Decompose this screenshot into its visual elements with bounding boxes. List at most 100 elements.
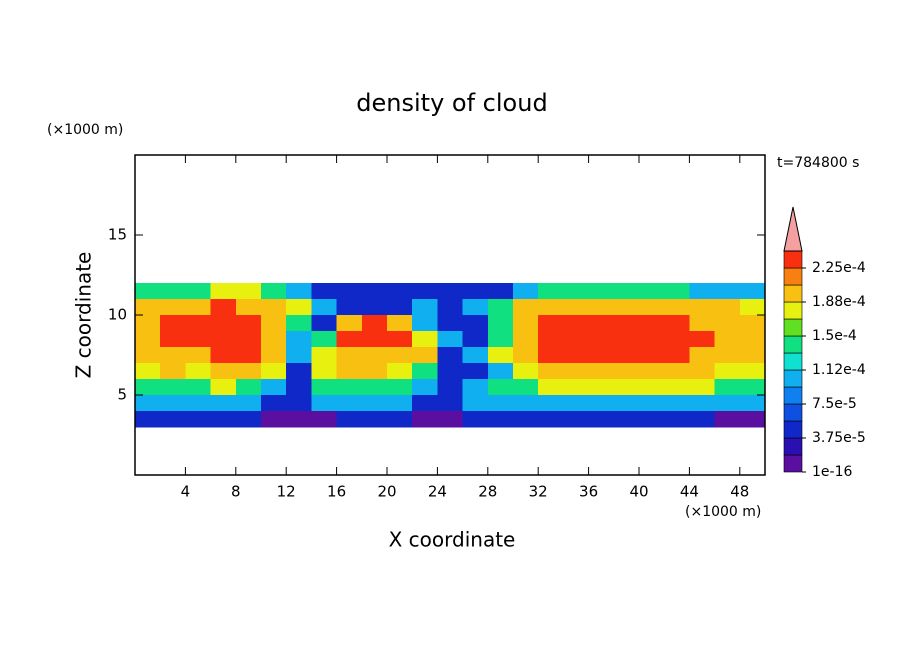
contour-cell bbox=[487, 411, 514, 428]
contour-cell bbox=[462, 331, 489, 348]
contour-cell bbox=[361, 363, 388, 380]
contour-cell bbox=[235, 331, 262, 348]
contour-cell bbox=[538, 395, 564, 412]
contour-cell bbox=[588, 347, 615, 364]
contour-cell bbox=[185, 395, 212, 412]
contour-cell bbox=[311, 395, 338, 412]
contour-cell bbox=[261, 395, 287, 412]
contour-cell bbox=[639, 363, 665, 380]
contour-cell bbox=[538, 411, 564, 428]
contour-cell bbox=[538, 299, 564, 316]
contour-cell bbox=[261, 283, 287, 300]
contour-cell bbox=[412, 395, 438, 412]
contour-cell bbox=[588, 315, 615, 332]
contour-cell bbox=[487, 315, 514, 332]
contour-cell bbox=[336, 363, 363, 380]
contour-cell bbox=[235, 395, 262, 412]
x-tick-label: 36 bbox=[579, 483, 598, 501]
contour-cell bbox=[412, 331, 438, 348]
contour-cell bbox=[361, 299, 388, 316]
contour-cell bbox=[412, 411, 438, 428]
contour-cell bbox=[336, 331, 363, 348]
contour-cell bbox=[664, 347, 690, 364]
contour-cell bbox=[185, 299, 212, 316]
contour-cell bbox=[185, 379, 212, 396]
x-tick-label: 44 bbox=[680, 483, 699, 501]
contour-cell bbox=[563, 315, 590, 332]
y-tick-label: 10 bbox=[108, 306, 127, 324]
contour-cell bbox=[563, 283, 590, 300]
contour-cell bbox=[538, 379, 564, 396]
contour-cell bbox=[538, 347, 564, 364]
colorbar-band bbox=[783, 318, 803, 337]
colorbar-band bbox=[783, 437, 803, 456]
x-unit: (×1000 m) bbox=[685, 504, 761, 520]
contour-cell bbox=[613, 283, 640, 300]
contour-cell bbox=[361, 411, 388, 428]
contour-cell bbox=[487, 395, 514, 412]
contour-cell bbox=[462, 315, 489, 332]
contour-cell bbox=[739, 331, 766, 348]
contour-cell bbox=[462, 411, 489, 428]
x-tick-label: 20 bbox=[377, 483, 396, 501]
contour-cell bbox=[689, 331, 716, 348]
contour-cell bbox=[210, 363, 237, 380]
contour-cell bbox=[185, 283, 212, 300]
contour-cell bbox=[210, 299, 237, 316]
contour-cell bbox=[235, 299, 262, 316]
y-tick-label: 5 bbox=[117, 386, 127, 404]
contour-cell bbox=[387, 299, 413, 316]
contour-cell bbox=[387, 315, 413, 332]
contour-cell bbox=[437, 379, 464, 396]
contour-cell bbox=[286, 411, 312, 428]
contour-cell bbox=[160, 331, 186, 348]
contour-cell bbox=[613, 379, 640, 396]
contour-cell bbox=[286, 347, 312, 364]
contour-cell bbox=[210, 331, 237, 348]
colorbar-band bbox=[783, 250, 803, 269]
contour-cell bbox=[462, 379, 489, 396]
contour-cell bbox=[639, 379, 665, 396]
contour-cell bbox=[513, 315, 539, 332]
contour-cell bbox=[639, 347, 665, 364]
contour-cell bbox=[336, 411, 363, 428]
contour-cell bbox=[513, 347, 539, 364]
contour-cell bbox=[639, 411, 665, 428]
contour-cell bbox=[613, 299, 640, 316]
contour-cell bbox=[135, 379, 161, 396]
x-tick-label: 32 bbox=[529, 483, 548, 501]
colorbar-band bbox=[783, 335, 803, 354]
contour-cell bbox=[412, 315, 438, 332]
contour-cell bbox=[185, 363, 212, 380]
contour-cell bbox=[639, 283, 665, 300]
contour-cell bbox=[613, 363, 640, 380]
x-tick-label: 4 bbox=[181, 483, 191, 501]
contour-cell bbox=[311, 283, 338, 300]
contour-cell bbox=[261, 315, 287, 332]
y-unit: (×1000 m) bbox=[47, 122, 123, 138]
contour-cell bbox=[336, 395, 363, 412]
contour-cell bbox=[664, 315, 690, 332]
contour-cell bbox=[361, 395, 388, 412]
contour-cell bbox=[588, 379, 615, 396]
contour-cell bbox=[261, 411, 287, 428]
contour-cell bbox=[487, 379, 514, 396]
contour-cell bbox=[361, 347, 388, 364]
contour-cell bbox=[613, 315, 640, 332]
colorbar-tick-label: 1e-16 bbox=[812, 464, 852, 480]
contour-cell bbox=[135, 315, 161, 332]
contour-cell bbox=[588, 299, 615, 316]
contour-cell bbox=[235, 315, 262, 332]
contour-cell bbox=[588, 363, 615, 380]
x-tick-label: 24 bbox=[428, 483, 447, 501]
contour-cell bbox=[487, 283, 514, 300]
contour-cell bbox=[387, 411, 413, 428]
contour-cell bbox=[261, 347, 287, 364]
contour-cell bbox=[714, 299, 741, 316]
contour-cell bbox=[513, 331, 539, 348]
colorbar-tick-label: 7.5e-5 bbox=[812, 396, 857, 412]
contour-cell bbox=[412, 363, 438, 380]
contour-cell bbox=[588, 411, 615, 428]
contour-cell bbox=[387, 395, 413, 412]
